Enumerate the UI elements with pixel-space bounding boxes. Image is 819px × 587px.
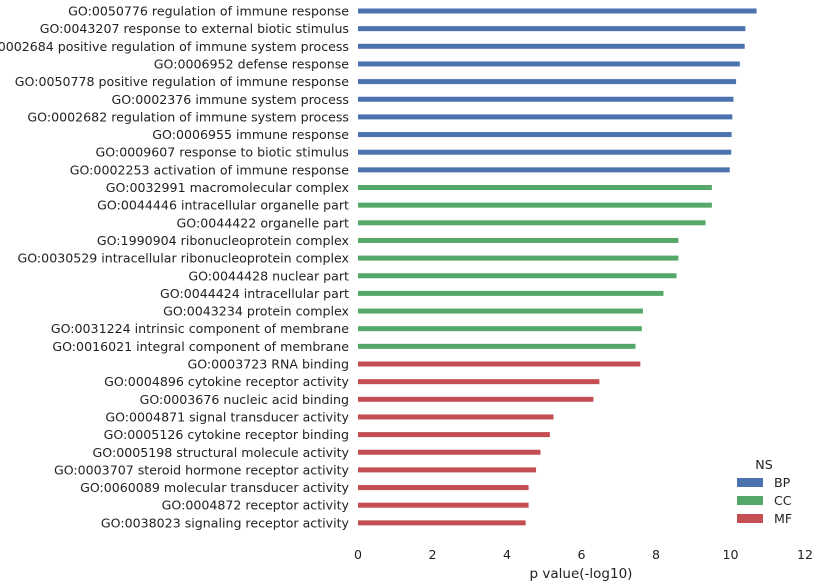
bar-14 [358, 237, 679, 243]
bar-21 [358, 361, 641, 367]
legend-label-bp: BP [774, 475, 791, 490]
legend-swatch-mf [737, 514, 763, 523]
y-tick-label: GO:0016021 integral component of membran… [52, 339, 349, 354]
bar-29 [358, 502, 529, 508]
x-tick-label: 2 [428, 547, 436, 562]
y-tick-label: GO:0060089 molecular transducer activity [80, 480, 349, 495]
x-tick-label: 12 [797, 547, 813, 562]
y-tick-label: GO:0043207 response to external biotic s… [40, 21, 349, 36]
bar-17 [358, 290, 664, 296]
y-tick-label: GO:0044428 nuclear part [188, 268, 349, 283]
y-tick-label: GO:0043234 protein complex [163, 304, 349, 319]
y-tick-label: GO:0004896 cytokine receptor activity [104, 374, 349, 389]
bar-8 [358, 132, 732, 138]
x-tick-label: 6 [577, 547, 585, 562]
bar-10 [358, 167, 730, 173]
y-tick-label: GO:0002682 regulation of immune system p… [27, 109, 349, 124]
bar-11 [358, 185, 712, 190]
y-tick-label: GO:0003707 steroid hormone receptor acti… [54, 462, 350, 477]
x-tick-label: 4 [503, 547, 511, 562]
bar-20 [358, 343, 636, 349]
y-tick-label: GO:0003723 RNA binding [187, 357, 349, 372]
y-tick-label: GO:0006952 defense response [154, 56, 349, 71]
x-tick-label: 0 [354, 547, 362, 562]
legend-swatch-bp [737, 478, 763, 487]
y-tick-label: GO:0044424 intracellular part [160, 286, 349, 301]
y-tick-label: GO:0005126 cytokine receptor binding [104, 427, 349, 442]
bar-15 [358, 255, 679, 261]
bar-26 [358, 449, 541, 455]
y-tick-label: GO:0006955 immune response [152, 127, 349, 142]
y-tick-label: GO:0032991 macromolecular complex [106, 180, 350, 195]
bar-27 [358, 467, 537, 473]
legend-label-mf: MF [774, 511, 792, 526]
bar-3 [358, 43, 745, 49]
bar-6 [358, 96, 734, 102]
y-tick-label: GO:0002376 immune system process [112, 92, 349, 107]
bars [358, 8, 757, 526]
x-axis-ticks: 0 2 4 6 8 10 12 [354, 547, 813, 562]
bar-9 [358, 149, 732, 155]
bar-13 [358, 220, 706, 226]
y-axis-labels: GO:0050776 regulation of immune response… [0, 4, 350, 531]
y-tick-label: GO:0050776 regulation of immune response [68, 4, 349, 19]
x-tick-label: 10 [722, 547, 738, 562]
y-tick-label: GO:0050778 positive regulation of immune… [15, 74, 349, 89]
bar-1 [358, 8, 757, 14]
bar-23 [358, 396, 594, 402]
x-axis-label: p value(-log10) [530, 566, 633, 582]
y-tick-label: GO:0004871 signal transducer activity [105, 409, 349, 424]
bar-18 [358, 308, 643, 314]
legend-label-cc: CC [774, 493, 792, 508]
bar-25 [358, 432, 550, 438]
bar-12 [358, 202, 712, 208]
y-tick-label: GO:0002253 activation of immune response [70, 162, 350, 177]
y-tick-label: GO:0030529 intracellular ribonucleoprote… [17, 251, 349, 266]
bar-24 [358, 414, 554, 420]
bar-5 [358, 79, 737, 85]
legend: NS BP CC MF [737, 457, 792, 526]
y-tick-label: GO:0044422 organelle part [177, 215, 350, 230]
bar-22 [358, 379, 600, 385]
y-tick-label: GO:0038023 signaling receptor activity [101, 515, 350, 530]
y-tick-label: GO:0005198 structural molecule activity [93, 445, 350, 460]
legend-swatch-cc [737, 496, 763, 505]
y-tick-label: GO:1990904 ribonucleoprotein complex [97, 233, 350, 248]
bar-30 [358, 520, 526, 526]
y-tick-label: GO:0003676 nucleic acid binding [140, 392, 349, 407]
y-tick-label: GO:0031224 intrinsic component of membra… [51, 321, 349, 336]
bar-19 [358, 326, 642, 332]
y-tick-label: GO:0044446 intracellular organelle part [97, 198, 349, 213]
bar-4 [358, 61, 740, 67]
bar-7 [358, 114, 733, 120]
bar-2 [358, 26, 746, 32]
y-tick-label: GO:0002684 positive regulation of immune… [0, 39, 349, 54]
x-tick-label: 8 [652, 547, 660, 562]
y-tick-label: GO:0004872 receptor activity [162, 498, 350, 513]
bar-16 [358, 273, 677, 279]
y-tick-label: GO:0009607 response to biotic stimulus [96, 145, 350, 160]
legend-title: NS [755, 457, 772, 472]
bar-28 [358, 485, 529, 491]
